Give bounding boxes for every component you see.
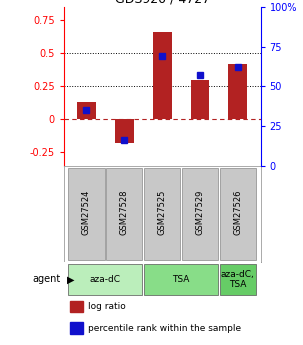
Bar (70, 301, 83, 313)
Text: aza-dC,
TSA: aza-dC, TSA (221, 270, 255, 289)
Bar (220, 264, 256, 295)
Bar (115, 119, 134, 143)
Bar (70, 322, 83, 334)
Bar (153, 32, 171, 119)
Bar (77, 102, 96, 119)
Text: TSA: TSA (172, 275, 190, 284)
Text: GSM27525: GSM27525 (158, 189, 167, 235)
Bar (191, 80, 209, 119)
Bar (106, 168, 142, 260)
Text: GSM27526: GSM27526 (233, 189, 242, 235)
Bar (228, 64, 247, 119)
Bar (144, 168, 180, 260)
Title: GDS920 / 4727: GDS920 / 4727 (115, 0, 210, 6)
Text: GSM27524: GSM27524 (82, 189, 91, 235)
Text: GSM27529: GSM27529 (195, 189, 205, 235)
Bar (182, 168, 218, 260)
Text: aza-dC: aza-dC (90, 275, 121, 284)
Bar (68, 264, 142, 295)
Text: ▶: ▶ (67, 275, 74, 284)
Bar (144, 264, 218, 295)
Bar (68, 168, 105, 260)
Text: log ratio: log ratio (88, 302, 126, 311)
Text: GSM27528: GSM27528 (120, 189, 129, 235)
Text: agent: agent (32, 275, 61, 284)
Text: percentile rank within the sample: percentile rank within the sample (88, 324, 241, 333)
Bar (220, 168, 256, 260)
